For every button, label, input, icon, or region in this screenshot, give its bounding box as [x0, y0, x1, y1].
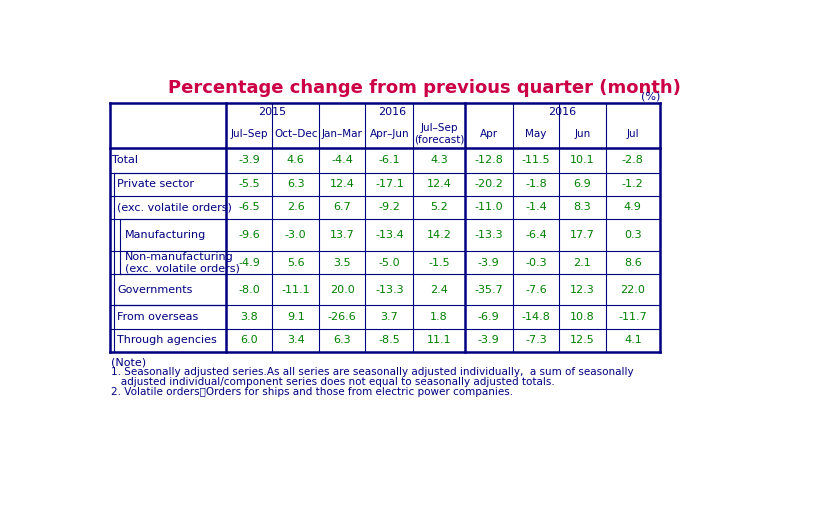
Text: 0.3: 0.3 [624, 230, 641, 240]
Text: 5.6: 5.6 [286, 258, 304, 268]
Text: 6.3: 6.3 [286, 179, 304, 189]
Text: -2.8: -2.8 [621, 155, 643, 165]
Text: 13.7: 13.7 [329, 230, 354, 240]
Text: -6.5: -6.5 [238, 202, 260, 212]
Text: -13.3: -13.3 [474, 230, 502, 240]
Text: Through agencies: Through agencies [117, 336, 217, 345]
Text: 12.5: 12.5 [569, 336, 594, 345]
Text: Private sector: Private sector [117, 179, 194, 189]
Text: -13.4: -13.4 [375, 230, 404, 240]
Text: -0.3: -0.3 [524, 258, 546, 268]
Text: -8.0: -8.0 [238, 284, 260, 295]
Text: -12.8: -12.8 [474, 155, 503, 165]
Text: Jun: Jun [574, 129, 590, 139]
Text: 4.1: 4.1 [624, 336, 641, 345]
Text: -4.9: -4.9 [238, 258, 260, 268]
Text: 2.4: 2.4 [429, 284, 447, 295]
Text: 8.6: 8.6 [624, 258, 641, 268]
Text: -7.6: -7.6 [524, 284, 546, 295]
Text: -11.7: -11.7 [618, 312, 647, 322]
Text: -9.6: -9.6 [238, 230, 260, 240]
Text: Apr–Jun: Apr–Jun [369, 129, 409, 139]
Text: -3.9: -3.9 [238, 155, 260, 165]
Text: 6.9: 6.9 [573, 179, 590, 189]
Text: 2. Volatile orders：Orders for ships and those from electric power companies.: 2. Volatile orders：Orders for ships and … [111, 388, 513, 398]
Text: -1.4: -1.4 [524, 202, 546, 212]
Text: 20.0: 20.0 [329, 284, 354, 295]
Text: 2.6: 2.6 [286, 202, 304, 212]
Text: -11.5: -11.5 [521, 155, 550, 165]
Text: (Note): (Note) [111, 357, 146, 367]
Text: 12.4: 12.4 [329, 179, 354, 189]
Text: -1.5: -1.5 [428, 258, 449, 268]
Text: -11.0: -11.0 [474, 202, 502, 212]
Text: 4.9: 4.9 [623, 202, 641, 212]
Text: -6.4: -6.4 [524, 230, 546, 240]
Text: 6.0: 6.0 [240, 336, 258, 345]
Text: 12.3: 12.3 [569, 284, 594, 295]
Text: Jul–Sep
(forecast): Jul–Sep (forecast) [414, 123, 464, 145]
Text: 3.7: 3.7 [380, 312, 398, 322]
Text: 1.8: 1.8 [430, 312, 447, 322]
Text: 12.4: 12.4 [426, 179, 451, 189]
Text: -14.8: -14.8 [521, 312, 550, 322]
Text: 9.1: 9.1 [286, 312, 304, 322]
Text: (exc. volatile orders): (exc. volatile orders) [117, 202, 232, 212]
Text: 2016: 2016 [547, 107, 576, 117]
Text: May: May [524, 129, 546, 139]
Text: 11.1: 11.1 [426, 336, 451, 345]
Text: 2.1: 2.1 [573, 258, 590, 268]
Text: -8.5: -8.5 [378, 336, 400, 345]
Text: -17.1: -17.1 [375, 179, 404, 189]
Text: -9.2: -9.2 [378, 202, 400, 212]
Text: (%): (%) [640, 91, 659, 101]
Text: 3.4: 3.4 [286, 336, 304, 345]
Text: -35.7: -35.7 [474, 284, 503, 295]
Text: Total: Total [112, 155, 138, 165]
Text: Governments: Governments [117, 284, 193, 295]
Text: 14.2: 14.2 [426, 230, 451, 240]
Text: 17.7: 17.7 [569, 230, 594, 240]
Text: 22.0: 22.0 [619, 284, 644, 295]
Text: -1.8: -1.8 [524, 179, 546, 189]
Text: Oct–Dec: Oct–Dec [274, 129, 317, 139]
Text: -5.5: -5.5 [238, 179, 260, 189]
Text: Manufacturing: Manufacturing [125, 230, 206, 240]
Text: -5.0: -5.0 [378, 258, 399, 268]
Text: 6.7: 6.7 [333, 202, 351, 212]
Text: adjusted individual/component series does not equal to seasonally adjusted total: adjusted individual/component series doe… [111, 377, 554, 388]
Text: -3.9: -3.9 [477, 258, 499, 268]
Text: 10.8: 10.8 [569, 312, 594, 322]
Text: Non-manufacturing
(exc. volatile orders): Non-manufacturing (exc. volatile orders) [125, 252, 240, 274]
Text: 1. Seasonally adjusted series.As all series are seasonally adjusted individually: 1. Seasonally adjusted series.As all ser… [111, 367, 633, 377]
Text: 2015: 2015 [258, 107, 286, 117]
Text: From overseas: From overseas [117, 312, 198, 322]
Text: -1.2: -1.2 [621, 179, 643, 189]
Text: Percentage change from previous quarter (month): Percentage change from previous quarter … [168, 79, 680, 97]
Text: 8.3: 8.3 [573, 202, 590, 212]
Text: -3.9: -3.9 [477, 336, 499, 345]
Text: Jan–Mar: Jan–Mar [322, 129, 362, 139]
Text: Jul: Jul [626, 129, 638, 139]
Text: 4.3: 4.3 [430, 155, 447, 165]
Text: 5.2: 5.2 [430, 202, 447, 212]
Text: 3.8: 3.8 [240, 312, 258, 322]
Text: -13.3: -13.3 [375, 284, 404, 295]
Text: -6.1: -6.1 [378, 155, 399, 165]
Text: 10.1: 10.1 [570, 155, 594, 165]
Text: 3.5: 3.5 [333, 258, 351, 268]
Text: -20.2: -20.2 [474, 179, 503, 189]
Text: -26.6: -26.6 [327, 312, 356, 322]
Text: -7.3: -7.3 [524, 336, 546, 345]
Text: 4.6: 4.6 [286, 155, 304, 165]
Text: -4.4: -4.4 [331, 155, 352, 165]
Text: Jul–Sep: Jul–Sep [230, 129, 268, 139]
Text: Apr: Apr [479, 129, 497, 139]
Text: 6.3: 6.3 [333, 336, 351, 345]
Text: -6.9: -6.9 [477, 312, 499, 322]
Text: -3.0: -3.0 [284, 230, 306, 240]
Text: 2016: 2016 [377, 107, 405, 117]
Text: -11.1: -11.1 [281, 284, 309, 295]
